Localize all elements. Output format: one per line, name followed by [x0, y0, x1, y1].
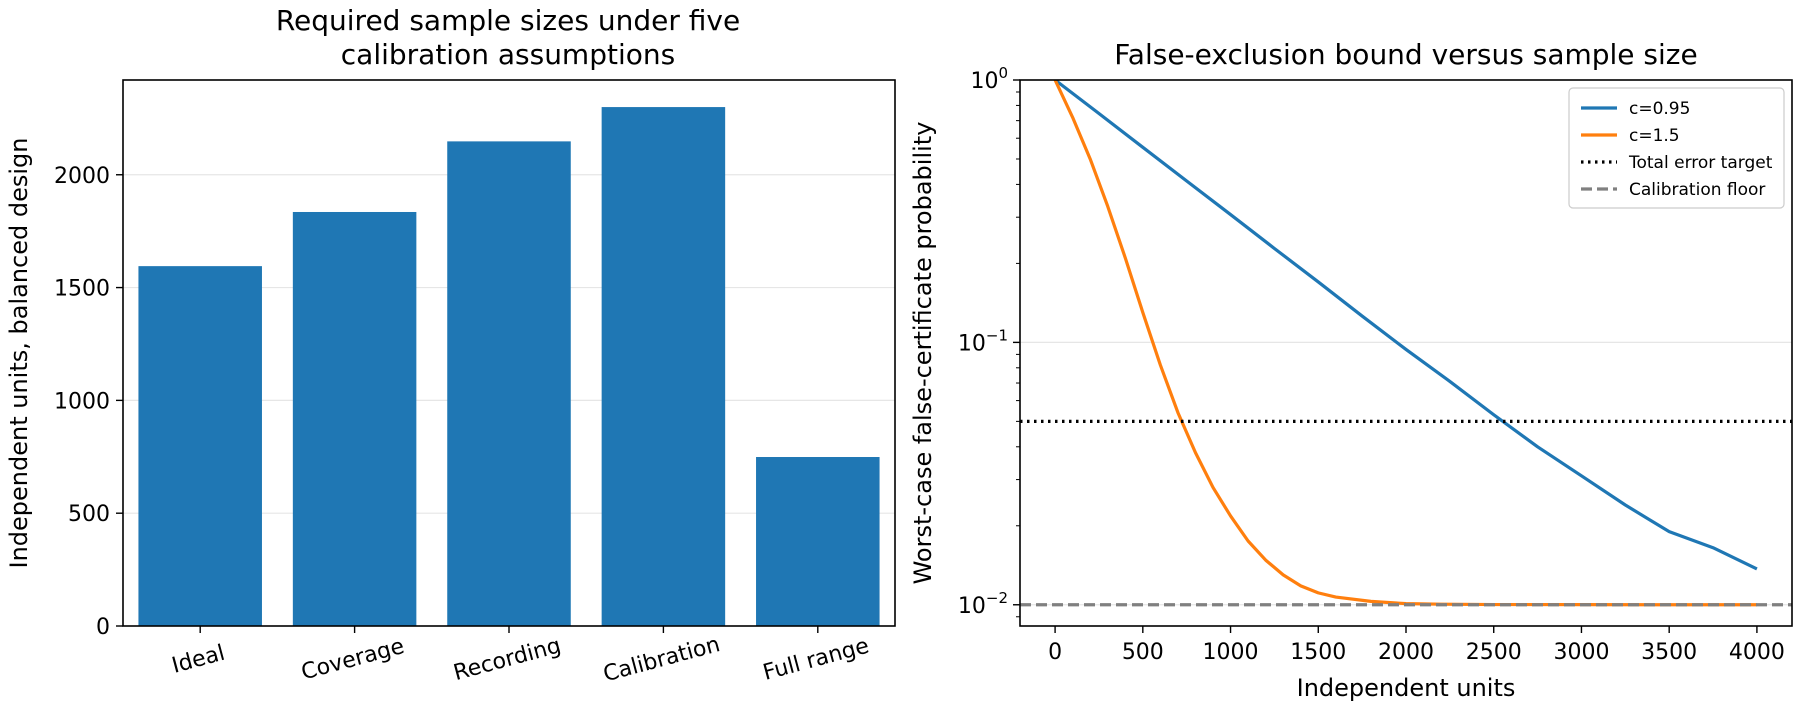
- bar-chart-y-tick-label: 0: [96, 615, 110, 640]
- line-chart-x-tick-label: 4000: [1729, 640, 1785, 665]
- line-chart-x-tick-label: 2500: [1466, 640, 1522, 665]
- bar-chart-x-tick-label: Coverage: [299, 634, 407, 685]
- bar-chart-title-line-1: Required sample sizes under five: [276, 4, 740, 37]
- bar-chart-y-axis-label: Independent units, balanced design: [5, 138, 33, 569]
- line-chart-gridlines: [1020, 341, 1792, 606]
- line-chart-frame: [1019, 79, 1793, 627]
- line-chart-x-tick-label: 3000: [1553, 640, 1609, 665]
- bar-chart-y-tick-label: 1000: [54, 389, 110, 414]
- line-chart-series: [1020, 80, 1792, 607]
- line-chart-x-tick-label: 2000: [1378, 640, 1434, 665]
- line-chart-x-tick-label: 3500: [1641, 640, 1697, 665]
- bar-chart-x-tick-label: Recording: [451, 633, 564, 686]
- bar-chart-x-tick-label: Ideal: [169, 641, 227, 679]
- line-chart-x-tick-label: 1500: [1290, 640, 1346, 665]
- line-chart-x-axis-label: Independent units: [1297, 674, 1516, 702]
- bar-chart-x-tick-label: Calibration: [601, 632, 723, 687]
- bar-chart-y-tick-label: 2000: [54, 164, 110, 189]
- legend-label-c-0-95: c=0.95: [1629, 99, 1690, 119]
- series-c-1-5: [1053, 80, 1757, 607]
- line-chart: False-exclusion bound versus sample size…: [909, 38, 1793, 702]
- line-chart-x-tick-label: 0: [1048, 640, 1062, 665]
- bar-recording: [447, 141, 571, 626]
- legend-box: [1568, 87, 1785, 209]
- bar-chart-bars: [138, 107, 880, 626]
- bar-chart-y-tick-label: 500: [68, 502, 110, 527]
- bar-chart-frame: [122, 79, 896, 627]
- legend-label-calibration-floor: Calibration floor: [1629, 180, 1765, 200]
- bar-calibration: [601, 107, 726, 626]
- line-chart-y-tick-label: 10−2: [958, 589, 1008, 619]
- bar-chart: Required sample sizes under five calibra…: [5, 4, 896, 687]
- legend-label-total-error-target: Total error target: [1628, 153, 1773, 173]
- line-chart-x-ticks: 0 500 1000 1500 2000 2500 3000 3500 4000: [1048, 626, 1785, 665]
- line-chart-legend: c=0.95 c=1.5 Total error target Calibration…: [1568, 87, 1785, 209]
- line-chart-y-tick-label: 10−1: [958, 326, 1008, 356]
- legend-label-c-1-5: c=1.5: [1629, 126, 1680, 146]
- line-chart-y-tick-label: 100: [970, 64, 1008, 94]
- line-chart-x-tick-label: 500: [1122, 640, 1164, 665]
- line-chart-x-tick-label: 1000: [1203, 640, 1259, 665]
- bar-chart-x-tick-label: Full range: [760, 634, 871, 686]
- bar-chart-y-tick-label: 1500: [54, 277, 110, 302]
- bar-full-range: [756, 457, 880, 626]
- bar-ideal: [138, 266, 262, 626]
- bar-chart-title-line-2: calibration assumptions: [341, 38, 675, 71]
- bar-chart-x-ticks: Ideal Coverage Recording Calibration Full ra…: [169, 626, 872, 687]
- bar-coverage: [292, 211, 417, 626]
- series-c-0-95: [1054, 80, 1758, 571]
- line-chart-y-axis-label: Worst-case false-certificate probability: [909, 122, 937, 585]
- bar-chart-y-ticks: 0 500 1000 1500 2000: [54, 164, 123, 640]
- line-chart-title: False-exclusion bound versus sample size: [1114, 38, 1697, 71]
- line-chart-y-ticks: 100 10−1 10−2: [958, 64, 1020, 619]
